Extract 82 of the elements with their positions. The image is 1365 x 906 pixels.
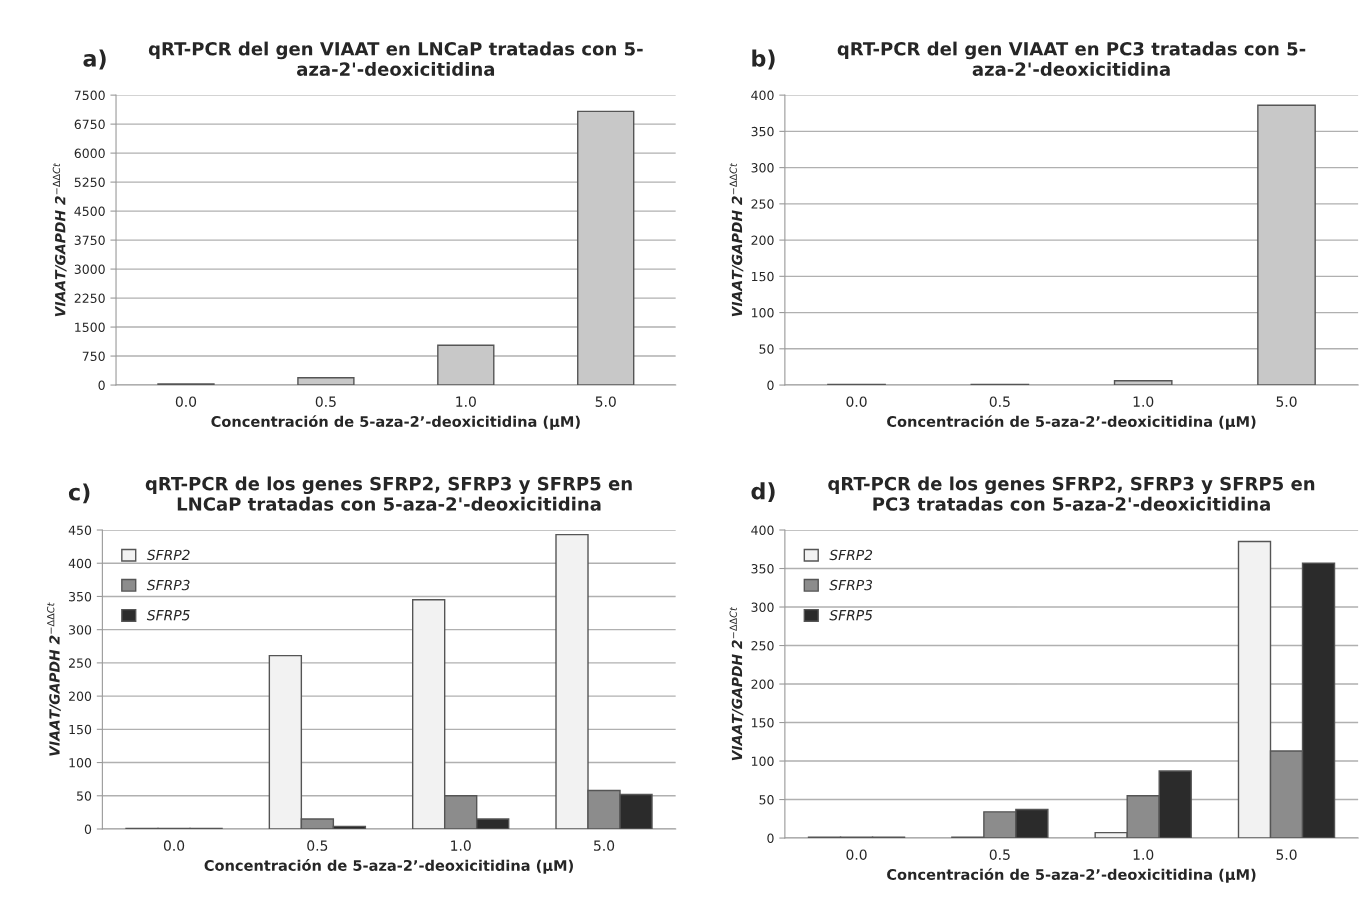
legend-label: SFRP3	[829, 579, 873, 591]
y-tick-label: 3000	[74, 264, 105, 275]
x-tick-label: 1.0	[451, 840, 471, 851]
legend-label: SFRP2	[146, 549, 190, 561]
y-tick-label: 2250	[74, 293, 105, 303]
x-tick-label: 0.0	[163, 840, 185, 851]
y-tick-label: 250	[751, 199, 774, 209]
x-tick-label: 0.5	[989, 396, 1010, 407]
text: b)	[752, 49, 775, 70]
y-tick-label: 7500	[74, 90, 105, 101]
y-tick-label: 350	[69, 591, 92, 602]
legend-label: SFRP3	[146, 579, 190, 591]
y-tick-label: 250	[69, 658, 92, 668]
y-tick-label: 0	[767, 833, 774, 843]
y-axis-title: VIAAT/GAPDH 2$^{−ΔΔCt}$	[52, 162, 67, 317]
x-axis-title: Concentración de 5-aza-2’-deoxicitidina (µM)	[204, 859, 573, 874]
bar	[437, 344, 495, 386]
x-tick-label: 1.0	[456, 396, 476, 407]
y-tick-label: 1500	[75, 322, 105, 332]
legend-label: SFRP5	[146, 609, 190, 621]
x-axis-title: Concentración de 5-aza-2’-deoxicitidina (µM)	[887, 868, 1256, 883]
text: a)	[83, 49, 106, 70]
y-tick-label: 350	[751, 563, 774, 574]
chart-title: qRT-PCR de los genes SFRP2, SFRP3 y SFRP5 en LNCaP tratadas con 5-aza-2'-deoxicitidina	[145, 476, 632, 511]
x-tick-label: 1.0	[1133, 396, 1154, 407]
y-tick-label: 350	[751, 126, 774, 137]
chart-title: qRT-PCR del gen VIAAT en PC3 tratadas con 5- aza-2'-deoxicitidina	[837, 41, 1306, 76]
bar	[577, 110, 635, 386]
x-tick-label: 0.0	[846, 396, 867, 407]
x-tick-label: 0.0	[846, 849, 867, 860]
x-tick-label: 5.0	[595, 396, 616, 407]
bar	[297, 377, 355, 386]
y-tick-label: 100	[751, 756, 774, 766]
y-tick-label: 450	[68, 525, 92, 535]
y-tick-label: 50	[759, 344, 774, 354]
y-tick-label: 6750	[74, 119, 105, 130]
y-axis-title: VIAAT/GAPDH 2$^{−ΔΔCt}$	[729, 162, 744, 317]
y-tick-label: 4500	[74, 206, 105, 217]
y-tick-label: 250	[751, 641, 774, 651]
y-tick-label: 200	[751, 679, 774, 689]
x-tick-label: 0.5	[989, 849, 1010, 860]
y-tick-label: 0	[84, 824, 92, 834]
y-tick-label: 400	[68, 558, 92, 569]
legend-label: SFRP5	[829, 609, 873, 621]
y-tick-label: 150	[751, 718, 774, 728]
y-tick-label: 300	[751, 163, 774, 173]
x-tick-label: 5.0	[1276, 396, 1297, 407]
y-tick-label: 50	[759, 795, 774, 805]
y-tick-label: 100	[751, 308, 774, 318]
y-tick-label: 6000	[74, 148, 105, 159]
x-tick-label: 1.0	[1133, 849, 1154, 860]
chart-title: qRT-PCR de los genes SFRP2, SFRP3 y SFRP5 en PC3 tratadas con 5-aza-2'-deoxicitidina	[828, 476, 1315, 511]
x-tick-label: 5.0	[594, 840, 615, 851]
y-tick-label: 300	[69, 625, 92, 635]
bar	[1113, 380, 1173, 386]
y-tick-label: 300	[751, 602, 774, 612]
y-tick-label: 750	[82, 351, 105, 361]
text: d)	[751, 482, 775, 503]
y-tick-label: 200	[751, 235, 774, 246]
y-tick-label: 50	[77, 791, 92, 801]
x-tick-label: 0.5	[307, 840, 328, 851]
x-tick-label: 0.5	[315, 396, 336, 407]
y-tick-label: 100	[69, 758, 92, 768]
x-axis-title: Concentración de 5-aza-2’-deoxicitidina (µM)	[211, 415, 580, 430]
y-tick-label: 150	[751, 271, 774, 282]
text: c)	[68, 483, 90, 504]
y-tick-label: 150	[69, 724, 92, 735]
y-tick-label: 400	[751, 525, 774, 535]
x-axis-title: Concentración de 5-aza-2’-deoxicitidina (µM)	[887, 415, 1256, 430]
y-tick-label: 0	[98, 380, 105, 390]
chart-title: qRT-PCR del gen VIAAT en LNCaP tratadas con 5- aza-2'-deoxicitidina	[148, 41, 643, 76]
bar	[1257, 104, 1316, 386]
y-tick-label: 3750	[74, 235, 105, 246]
y-tick-label: 200	[69, 691, 92, 702]
y-tick-label: 0	[767, 380, 774, 390]
legend-label: SFRP2	[829, 549, 873, 561]
x-tick-label: 5.0	[1276, 849, 1297, 860]
y-axis-title: VIAAT/GAPDH 2$^{−ΔΔCt}$	[729, 606, 744, 761]
y-tick-label: 5250	[74, 177, 105, 188]
y-axis-title: VIAAT/GAPDH 2$^{−ΔΔCt}$	[47, 602, 61, 756]
x-tick-label: 0.0	[175, 396, 197, 407]
y-tick-label: 400	[751, 90, 774, 101]
